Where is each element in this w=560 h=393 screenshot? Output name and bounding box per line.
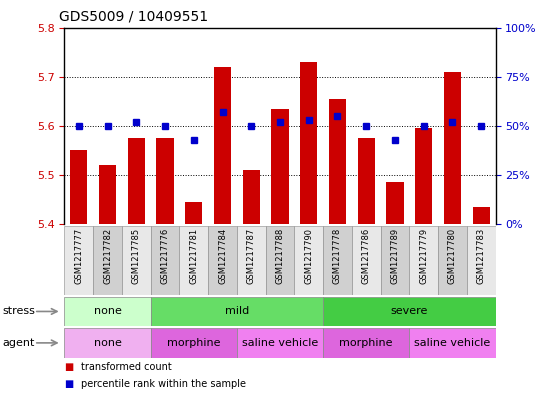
Text: GSM1217784: GSM1217784: [218, 228, 227, 284]
Bar: [179, 226, 208, 295]
Bar: [409, 328, 496, 358]
Text: GSM1217789: GSM1217789: [390, 228, 399, 284]
Bar: [358, 138, 375, 224]
Bar: [237, 226, 265, 295]
Text: ■: ■: [64, 379, 74, 389]
Bar: [64, 297, 151, 326]
Text: mild: mild: [225, 307, 249, 316]
Text: GSM1217777: GSM1217777: [74, 228, 83, 284]
Bar: [237, 328, 323, 358]
Bar: [99, 165, 116, 224]
Text: severe: severe: [391, 307, 428, 316]
Text: none: none: [94, 338, 122, 348]
Bar: [151, 328, 237, 358]
Bar: [122, 226, 151, 295]
Bar: [329, 99, 346, 224]
Bar: [70, 150, 87, 224]
Bar: [265, 226, 295, 295]
Text: GDS5009 / 10409551: GDS5009 / 10409551: [59, 10, 208, 24]
Text: GSM1217780: GSM1217780: [448, 228, 457, 284]
Bar: [156, 138, 174, 224]
Bar: [64, 328, 151, 358]
Bar: [467, 226, 496, 295]
Text: morphine: morphine: [339, 338, 393, 348]
Bar: [151, 297, 323, 326]
Text: saline vehicle: saline vehicle: [414, 338, 491, 348]
Bar: [214, 67, 231, 224]
Bar: [185, 202, 202, 224]
Bar: [242, 170, 260, 224]
Bar: [444, 72, 461, 224]
Bar: [415, 128, 432, 224]
Text: GSM1217785: GSM1217785: [132, 228, 141, 284]
Bar: [300, 62, 318, 224]
Bar: [473, 207, 490, 224]
Text: agent: agent: [3, 338, 35, 348]
Text: GSM1217782: GSM1217782: [103, 228, 112, 284]
Bar: [323, 226, 352, 295]
Text: ■: ■: [64, 362, 74, 371]
Text: GSM1217787: GSM1217787: [247, 228, 256, 284]
Text: GSM1217786: GSM1217786: [362, 228, 371, 284]
Bar: [272, 108, 288, 224]
Text: morphine: morphine: [167, 338, 221, 348]
Text: GSM1217788: GSM1217788: [276, 228, 284, 284]
Text: percentile rank within the sample: percentile rank within the sample: [81, 379, 246, 389]
Bar: [128, 138, 145, 224]
Bar: [64, 226, 93, 295]
Text: none: none: [94, 307, 122, 316]
Text: GSM1217790: GSM1217790: [304, 228, 313, 284]
Bar: [381, 226, 409, 295]
Bar: [151, 226, 179, 295]
Text: GSM1217778: GSM1217778: [333, 228, 342, 284]
Bar: [409, 226, 438, 295]
Text: saline vehicle: saline vehicle: [242, 338, 318, 348]
Text: GSM1217781: GSM1217781: [189, 228, 198, 284]
Bar: [295, 226, 323, 295]
Text: GSM1217779: GSM1217779: [419, 228, 428, 284]
Text: GSM1217776: GSM1217776: [161, 228, 170, 284]
Text: stress: stress: [3, 307, 36, 316]
Bar: [323, 297, 496, 326]
Text: transformed count: transformed count: [81, 362, 172, 371]
Bar: [386, 182, 404, 224]
Text: GSM1217783: GSM1217783: [477, 228, 486, 284]
Bar: [208, 226, 237, 295]
Bar: [352, 226, 381, 295]
Bar: [438, 226, 467, 295]
Bar: [323, 328, 409, 358]
Bar: [93, 226, 122, 295]
